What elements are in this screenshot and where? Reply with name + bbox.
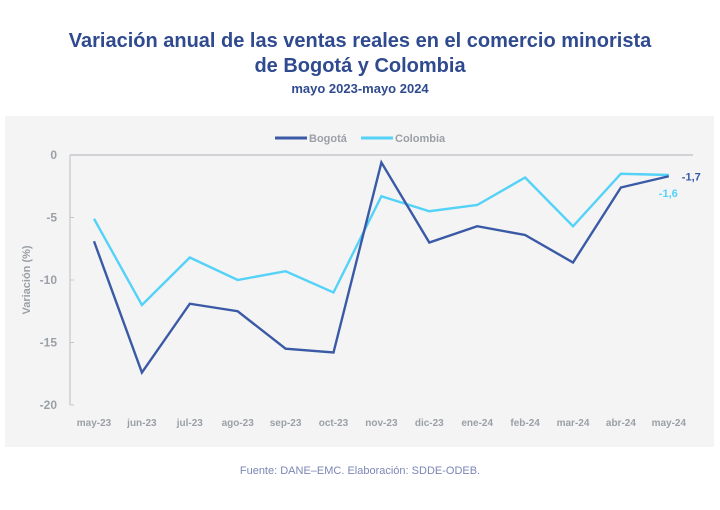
end-label-colombia: -1,6 bbox=[659, 188, 678, 200]
x-tick-label: ene-24 bbox=[461, 418, 493, 429]
y-tick-label: -20 bbox=[40, 398, 58, 412]
x-tick-label: mar-24 bbox=[557, 418, 590, 429]
x-tick-label: may-23 bbox=[77, 418, 112, 429]
y-tick-label: 0 bbox=[50, 148, 57, 162]
y-tick-label: -10 bbox=[40, 273, 58, 287]
chart-panel bbox=[5, 116, 714, 447]
series-layer: -1,7 -1,6 bbox=[92, 159, 701, 376]
source-note: Fuente: DANE–EMC. Elaboración: SDDE-ODEB… bbox=[239, 465, 481, 477]
chart-subtitle: mayo 2023-mayo 2024 bbox=[291, 81, 429, 96]
x-tick-label: sep-23 bbox=[270, 418, 302, 429]
y-axis-label: Variación (%) bbox=[21, 245, 33, 314]
x-tick-label: ago-23 bbox=[222, 418, 255, 429]
x-tick-label: oct-23 bbox=[319, 418, 349, 429]
end-label-bogota: -1,7 bbox=[682, 171, 701, 183]
x-tick-label: dic-23 bbox=[415, 418, 444, 429]
legend: Bogotá Colombia bbox=[275, 133, 446, 145]
y-tick-label: -5 bbox=[46, 211, 57, 225]
legend-item-colombia: Colombia bbox=[361, 133, 446, 145]
series-line-colombia bbox=[92, 172, 669, 307]
legend-item-bogot: Bogotá bbox=[275, 133, 348, 145]
x-tick-label: may-24 bbox=[652, 418, 687, 429]
x-tick-label: jul-23 bbox=[176, 418, 204, 429]
x-tick-label: abr-24 bbox=[606, 418, 636, 429]
chart-title: Variación anual de las ventas reales en … bbox=[68, 30, 652, 52]
chart-title-line2: de Bogotá y Colombia bbox=[254, 55, 466, 77]
x-tick-label: jun-23 bbox=[126, 418, 157, 429]
x-tick-label: feb-24 bbox=[510, 418, 540, 429]
axes: 0 -5 -10 -15 -20 may-23 jun-23 jul-23 ago-23 sep-… bbox=[40, 148, 693, 429]
y-tick-label: -15 bbox=[40, 336, 58, 350]
legend-label: Colombia bbox=[395, 133, 446, 145]
x-tick-label: nov-23 bbox=[365, 418, 398, 429]
legend-label: Bogotá bbox=[309, 133, 348, 145]
